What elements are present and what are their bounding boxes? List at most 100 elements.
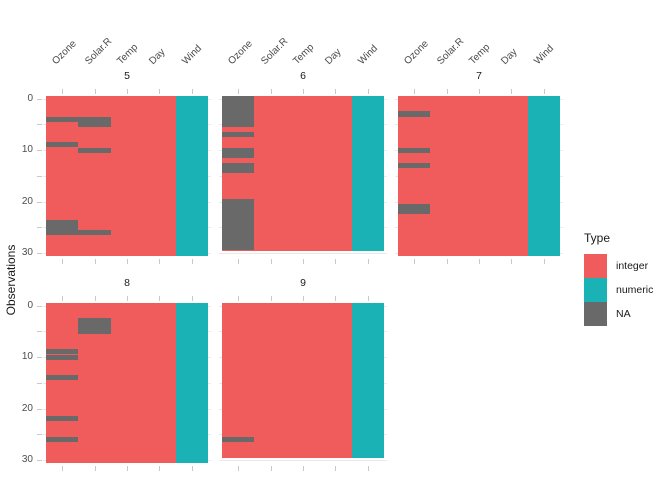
- x-tick-top: [62, 89, 64, 94]
- y-axis-title: Observations: [4, 244, 18, 316]
- legend-swatch: [584, 302, 607, 326]
- na-cell: [78, 323, 111, 329]
- facet-panel-9: 9: [219, 277, 387, 471]
- legend: Type integer numeric NA: [584, 231, 653, 326]
- na-cell: [222, 436, 255, 443]
- facet-strip-label: 8: [124, 277, 130, 289]
- y-tick: [37, 98, 42, 100]
- x-tick-bottom: [335, 259, 337, 264]
- x-axis-label: Day: [323, 46, 344, 67]
- x-tick-bottom: [543, 259, 545, 264]
- na-cell: [78, 121, 111, 127]
- x-tick-bottom: [446, 259, 448, 264]
- column-temp-tiles: [286, 96, 320, 251]
- facet-strip-label: 7: [476, 70, 482, 82]
- x-tick-bottom: [270, 466, 272, 471]
- na-cell: [222, 224, 255, 230]
- column-wind-tiles: [351, 303, 384, 458]
- na-cell: [222, 111, 255, 117]
- y-tick-label: 30: [21, 454, 33, 465]
- na-cell: [222, 199, 255, 205]
- column-ozone-tiles: [222, 303, 255, 458]
- x-tick-top: [270, 89, 272, 94]
- y-tick-label: 10: [21, 351, 33, 362]
- x-tick-bottom: [335, 466, 337, 471]
- x-tick-top: [414, 89, 416, 94]
- tile-grid: [398, 96, 560, 257]
- legend-item-label: integer: [616, 260, 649, 272]
- na-cell: [398, 162, 431, 169]
- x-tick-top: [62, 296, 64, 301]
- column-day-tiles: [319, 303, 352, 458]
- y-tick: [37, 227, 42, 229]
- facet-strip-label: 6: [300, 70, 306, 82]
- x-tick-top: [159, 89, 161, 94]
- column-temp-tiles: [110, 96, 144, 256]
- column-solar-r-tiles: [254, 96, 287, 251]
- x-axis-label: Solar.R: [258, 36, 290, 67]
- x-axis-label: Wind: [532, 43, 556, 67]
- x-axis-label: Ozone: [50, 38, 80, 67]
- legend-swatch: [584, 278, 607, 302]
- gridline: [219, 253, 387, 254]
- x-tick-bottom: [238, 466, 240, 471]
- y-tick-label: 20: [21, 195, 33, 207]
- na-cell: [46, 349, 79, 355]
- na-cell: [222, 162, 255, 169]
- y-tick: [37, 175, 42, 177]
- na-cell: [222, 132, 255, 138]
- na-cell: [222, 116, 255, 122]
- x-tick-bottom: [367, 466, 369, 471]
- na-cell: [398, 111, 431, 117]
- legend-item-label: NA: [616, 308, 631, 320]
- x-tick-top: [367, 296, 369, 301]
- facet-panel-6: 6 Ozone Solar.R Temp Day Wind: [219, 36, 387, 264]
- tile-grid: [222, 303, 384, 464]
- column-day-tiles: [495, 96, 528, 256]
- x-tick-top: [479, 89, 480, 94]
- y-tick: [37, 331, 42, 333]
- column-temp-tiles: [110, 303, 144, 463]
- y-tick-label: 10: [21, 144, 33, 155]
- x-axis-label: Day: [499, 46, 520, 67]
- na-cell: [222, 96, 255, 102]
- y-tick: [37, 253, 42, 254]
- x-tick-bottom: [159, 466, 161, 471]
- x-axis-label: Ozone: [226, 38, 256, 67]
- x-tick-top: [191, 89, 193, 94]
- facet-panel-5: 5 Ozone Solar.R Temp Day Wind 0 10 20 30: [22, 36, 211, 264]
- x-tick-top: [191, 296, 193, 301]
- column-wind-tiles: [351, 96, 384, 251]
- x-tick-bottom: [94, 466, 96, 471]
- facet-strip-label: 9: [300, 277, 306, 289]
- na-cell: [222, 101, 255, 107]
- legend-item: numeric: [584, 278, 653, 302]
- x-tick-top: [367, 89, 369, 94]
- column-solar-r-tiles: [430, 96, 463, 256]
- column-day-tiles: [143, 303, 176, 463]
- na-cell: [78, 147, 111, 153]
- x-tick-top: [238, 296, 240, 301]
- y-tick: [37, 460, 42, 461]
- na-cell: [222, 168, 255, 174]
- legend-item: NA: [584, 302, 653, 326]
- x-axis-label: Temp: [467, 41, 493, 67]
- na-cell: [222, 147, 255, 153]
- x-tick-bottom: [127, 466, 128, 471]
- column-day-tiles: [143, 96, 176, 256]
- x-tick-top: [94, 296, 96, 301]
- x-tick-top: [335, 89, 337, 94]
- tile-grid: [46, 96, 208, 257]
- x-tick-top: [94, 89, 96, 94]
- x-tick-top: [159, 296, 161, 301]
- y-tick-label: 0: [27, 92, 33, 104]
- x-tick-top: [127, 89, 128, 94]
- na-cell: [222, 209, 255, 215]
- gridline: [219, 460, 387, 461]
- column-temp-tiles: [286, 303, 320, 458]
- x-tick-top: [543, 89, 545, 94]
- x-tick-bottom: [94, 259, 96, 264]
- x-tick-bottom: [127, 259, 128, 264]
- facet-panel-7: 7 Ozone Solar.R Temp Day Wind: [395, 36, 563, 264]
- x-tick-bottom: [62, 259, 64, 264]
